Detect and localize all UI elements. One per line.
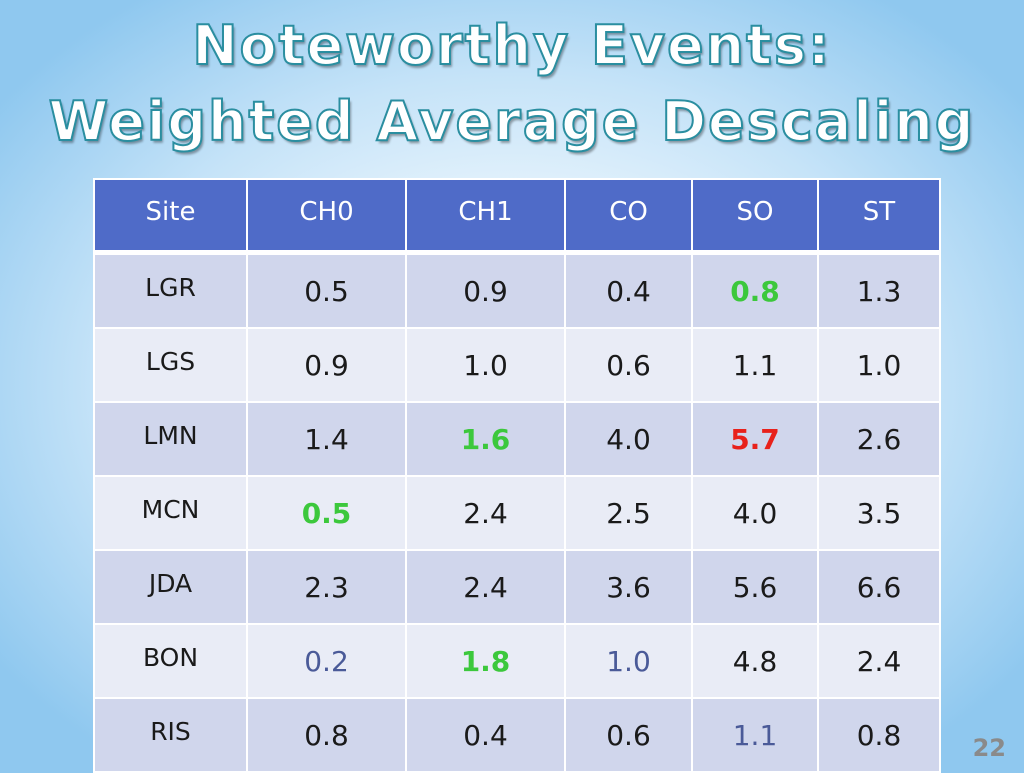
site-cell: JDA (93, 549, 248, 625)
value-cell: 1.0 (405, 327, 566, 403)
value-cell: 5.6 (691, 549, 819, 625)
table-row: LMN 1.4 1.6 4.0 5.7 2.6 (93, 401, 941, 477)
column-header-ch1: CH1 (405, 178, 566, 254)
site-cell: LMN (93, 401, 248, 477)
value-cell: 4.0 (564, 401, 693, 477)
value-cell: 2.3 (246, 549, 407, 625)
value-cell: 1.3 (817, 251, 941, 329)
value-cell: 6.6 (817, 549, 941, 625)
value-cell: 0.6 (564, 697, 693, 773)
table-row: BON 0.2 1.8 1.0 4.8 2.4 (93, 623, 941, 699)
value-cell: 0.9 (405, 251, 566, 329)
value-cell: 4.0 (691, 475, 819, 551)
value-cell: 0.9 (246, 327, 407, 403)
slide-title-line-1: Noteworthy Events: (191, 13, 832, 78)
value-cell: 1.0 (817, 327, 941, 403)
value-cell: 0.4 (405, 697, 566, 773)
value-cell: 4.8 (691, 623, 819, 699)
value-cell-muted: 1.1 (691, 697, 819, 773)
value-cell-highlight-green: 0.8 (691, 251, 819, 329)
site-cell: RIS (93, 697, 248, 773)
table-row: RIS 0.8 0.4 0.6 1.1 0.8 (93, 697, 941, 773)
value-cell: 0.6 (564, 327, 693, 403)
value-cell: 2.6 (817, 401, 941, 477)
value-cell: 1.1 (691, 327, 819, 403)
value-cell-highlight-green: 1.8 (405, 623, 566, 699)
page-number: 22 (972, 734, 1006, 762)
value-cell-highlight-green: 0.5 (246, 475, 407, 551)
value-cell: 0.8 (817, 697, 941, 773)
site-cell: BON (93, 623, 248, 699)
value-cell: 1.4 (246, 401, 407, 477)
table-row: MCN 0.5 2.4 2.5 4.0 3.5 (93, 475, 941, 551)
column-header-st: ST (817, 178, 941, 254)
value-cell-muted: 1.0 (564, 623, 693, 699)
value-cell: 3.6 (564, 549, 693, 625)
site-cell: LGR (93, 251, 248, 329)
column-header-so: SO (691, 178, 819, 254)
site-cell: MCN (93, 475, 248, 551)
value-cell-muted: 0.2 (246, 623, 407, 699)
value-cell: 2.4 (405, 549, 566, 625)
value-cell: 0.5 (246, 251, 407, 329)
column-header-ch0: CH0 (246, 178, 407, 254)
column-header-co: CO (564, 178, 693, 254)
value-cell: 2.4 (405, 475, 566, 551)
descaling-table: Site CH0 CH1 CO SO ST LGR 0.5 0.9 0.4 0.… (93, 178, 941, 773)
column-header-site: Site (93, 178, 248, 254)
table-row: LGR 0.5 0.9 0.4 0.8 1.3 (93, 251, 941, 329)
value-cell: 2.5 (564, 475, 693, 551)
table-row: JDA 2.3 2.4 3.6 5.6 6.6 (93, 549, 941, 625)
table-header-row: Site CH0 CH1 CO SO ST (93, 178, 941, 254)
value-cell: 0.4 (564, 251, 693, 329)
site-cell: LGS (93, 327, 248, 403)
table-row: LGS 0.9 1.0 0.6 1.1 1.0 (93, 327, 941, 403)
value-cell-highlight-red: 5.7 (691, 401, 819, 477)
value-cell: 0.8 (246, 697, 407, 773)
value-cell: 2.4 (817, 623, 941, 699)
value-cell-highlight-green: 1.6 (405, 401, 566, 477)
slide-title-line-2: Weighted Average Descaling (48, 89, 976, 154)
value-cell: 3.5 (817, 475, 941, 551)
